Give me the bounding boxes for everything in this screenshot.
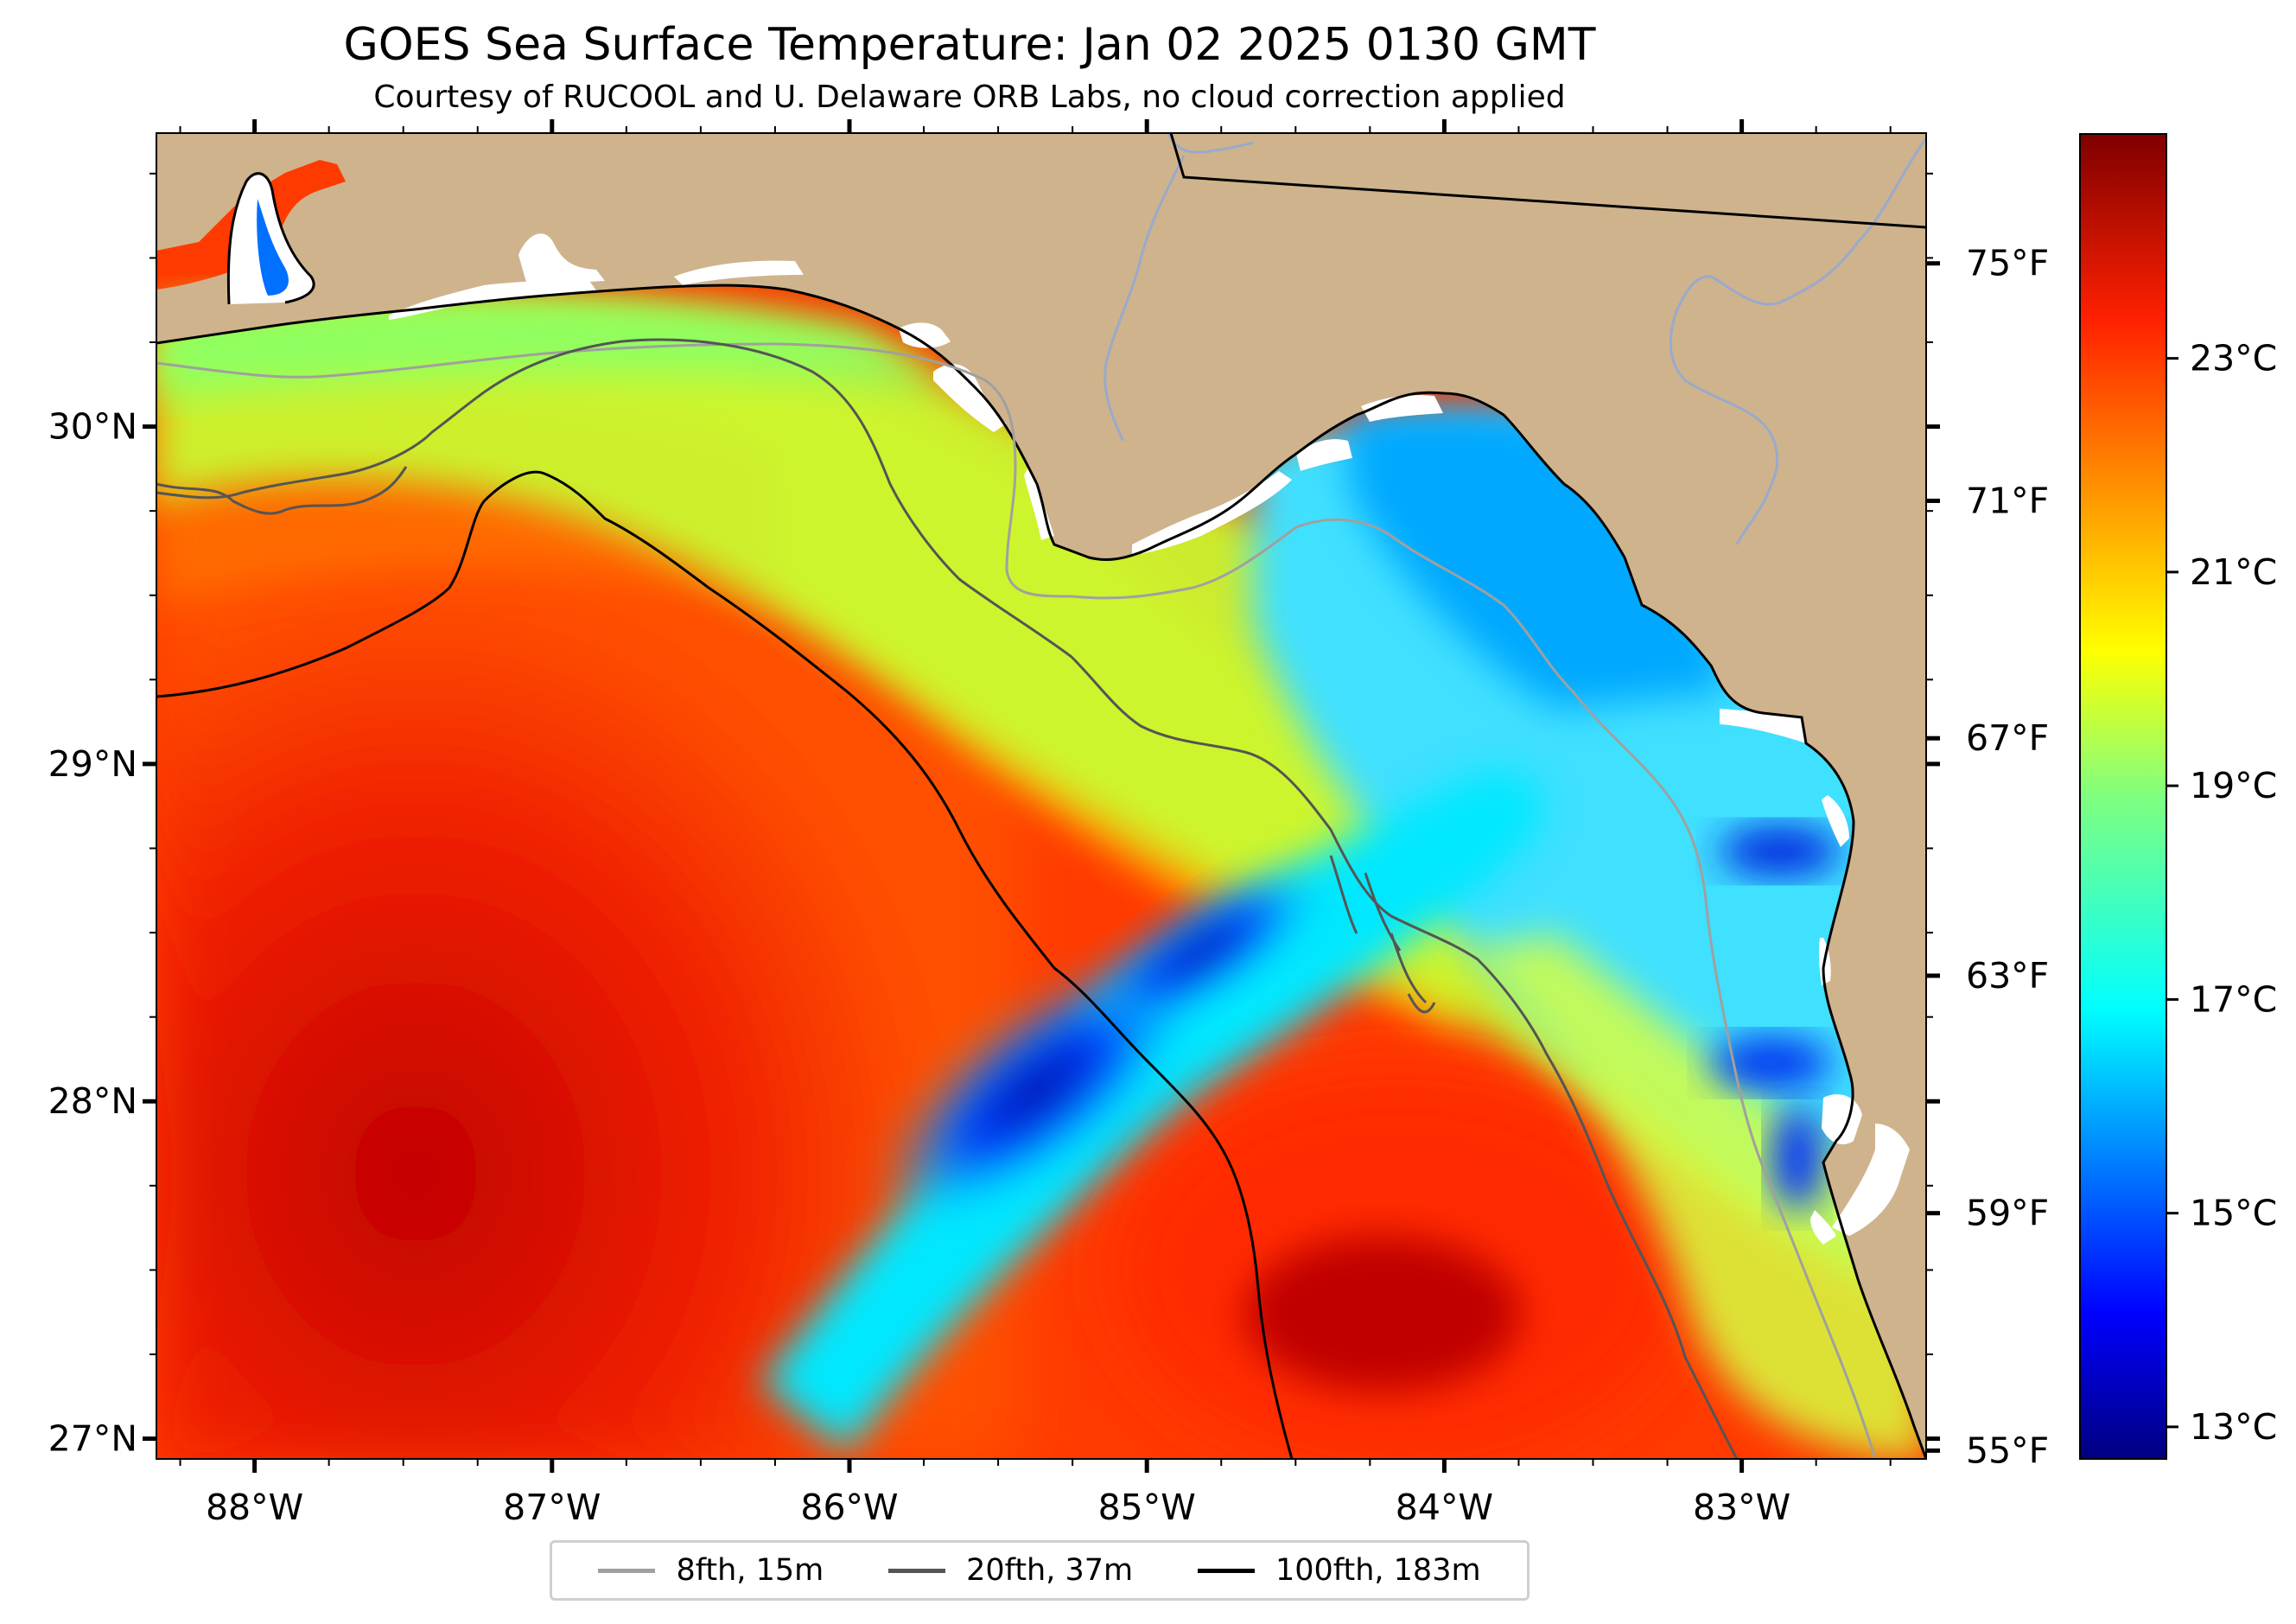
- legend-swatch-100fth: [1197, 1568, 1255, 1573]
- colorbar-ticks: 23°C 21°C 19°C 17°C 15°C 13°C: [2166, 338, 2277, 1448]
- fahrenheit-tick-label: 71°F: [1966, 480, 2049, 521]
- colorbar-tick-label: 19°C: [2190, 765, 2277, 806]
- colorbar-tick-label: 23°C: [2190, 338, 2277, 379]
- lat-tick-label: 30°N: [48, 406, 137, 448]
- legend-label-20fth: 20fth, 37m: [966, 1553, 1134, 1588]
- contour-20fth: [156, 338, 1739, 1459]
- lon-tick-label: 88°W: [206, 1487, 303, 1528]
- minor-ticks: [149, 126, 1933, 1466]
- lat-tick-label: 27°N: [48, 1418, 137, 1460]
- map-title: GOES Sea Surface Temperature: Jan 02 202…: [343, 19, 1596, 71]
- fahrenheit-tick-label: 75°F: [1966, 243, 2049, 284]
- legend-item-8fth: 8fth, 15m: [598, 1553, 824, 1588]
- lon-tick-label: 87°W: [503, 1487, 601, 1528]
- colorbar-tick-label: 21°C: [2190, 551, 2277, 593]
- map-frame: [156, 132, 1927, 1460]
- lat-tick-label: 28°N: [48, 1080, 137, 1122]
- legend-item-20fth: 20fth, 37m: [888, 1553, 1133, 1588]
- lon-tick-label: 86°W: [800, 1487, 898, 1528]
- land-mass: [156, 133, 1926, 1459]
- fahrenheit-tick-label: 59°F: [1966, 1193, 2049, 1234]
- sst-field: [156, 133, 1926, 1459]
- lat-tick-label: 29°N: [48, 743, 137, 785]
- legend-item-100fth: 100fth, 183m: [1197, 1553, 1481, 1588]
- lon-tick-label: 83°W: [1693, 1487, 1790, 1528]
- colorbar-tick-label: 15°C: [2190, 1193, 2277, 1234]
- fahrenheit-tick-label: 55°F: [1966, 1430, 2049, 1471]
- legend-swatch-20fth: [888, 1568, 946, 1573]
- depth-legend: 8fth, 15m 20fth, 37m 100fth, 183m: [550, 1540, 1530, 1601]
- contour-8fth: [156, 342, 1877, 1459]
- legend-label-100fth: 100fth, 183m: [1275, 1553, 1481, 1588]
- colorbar-tick-label: 17°C: [2190, 978, 2277, 1020]
- lon-tick-label: 84°W: [1396, 1487, 1493, 1528]
- fahrenheit-tick-label: 67°F: [1966, 717, 2049, 759]
- fahrenheit-tick-label: 63°F: [1966, 955, 2049, 997]
- legend-swatch-8fth: [598, 1568, 656, 1573]
- lon-tick-label: 85°W: [1098, 1487, 1196, 1528]
- tick-labels: 88°W 87°W 86°W 85°W 84°W 83°W 30°N 29°N 28°N 27°N…: [48, 243, 2050, 1528]
- colorbar-tick-label: 13°C: [2190, 1406, 2277, 1448]
- legend-label-8fth: 8fth, 15m: [676, 1553, 824, 1588]
- major-ticks: [143, 119, 1940, 1473]
- contour-100fth: [156, 470, 1294, 1459]
- colorbar: [2079, 133, 2167, 1460]
- map-subtitle: Courtesy of RUCOOL and U. Delaware ORB L…: [373, 80, 1566, 115]
